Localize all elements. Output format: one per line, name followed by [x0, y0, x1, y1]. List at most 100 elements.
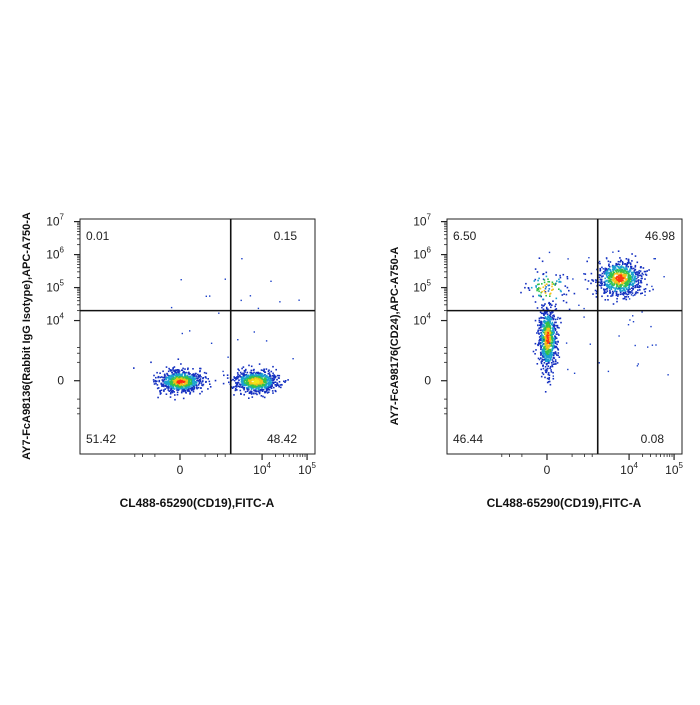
event-dot — [537, 288, 540, 291]
event-dot — [209, 383, 211, 385]
event-dot — [558, 327, 560, 329]
event-dot — [618, 283, 621, 285]
event-dot — [546, 377, 549, 380]
event-dot — [604, 283, 606, 285]
event-dot — [619, 257, 621, 259]
event-dot — [234, 387, 237, 390]
event-dot — [563, 293, 565, 295]
event-dot — [261, 378, 263, 380]
event-dot — [549, 303, 552, 305]
event-dot — [177, 369, 179, 371]
event-dot — [547, 319, 550, 322]
event-dot — [541, 333, 543, 336]
event-dot — [541, 348, 544, 351]
event-dot — [267, 382, 269, 385]
event-dot — [626, 293, 629, 296]
event-dot — [618, 278, 620, 281]
event-dot — [538, 343, 540, 345]
event-dot — [615, 280, 617, 282]
event-dot — [623, 268, 626, 270]
event-dot — [612, 280, 614, 282]
event-dot — [280, 386, 282, 389]
event-dot — [543, 356, 546, 359]
event-dot — [197, 373, 199, 376]
event-dot — [557, 316, 559, 319]
event-dot — [255, 371, 258, 374]
event-dot — [240, 384, 242, 386]
event-dot — [180, 374, 182, 376]
event-dot — [617, 260, 620, 263]
y-tick: 0 — [57, 374, 80, 388]
event-dot — [268, 369, 270, 371]
event-dot — [554, 305, 556, 308]
event-dot — [558, 356, 561, 358]
event-dot — [644, 288, 647, 290]
event-dot — [251, 396, 254, 398]
event-dot — [545, 346, 547, 349]
event-dot — [623, 280, 625, 282]
event-dot — [283, 380, 285, 383]
event-dot — [629, 288, 631, 290]
event-dot — [625, 265, 628, 267]
event-dot — [537, 329, 540, 332]
event-dot — [547, 308, 549, 311]
event-dot — [189, 377, 191, 380]
event-dot — [540, 317, 542, 319]
event-dot — [193, 388, 195, 391]
event-dot — [248, 397, 250, 399]
event-dot — [538, 338, 541, 341]
event-dot — [542, 305, 544, 307]
y-tick-exponent: 4 — [60, 312, 65, 321]
event-dot — [617, 295, 619, 297]
event-dot — [552, 375, 554, 377]
event-dot — [634, 344, 636, 347]
event-dot — [255, 376, 258, 378]
event-dot — [622, 294, 625, 296]
event-dot — [624, 277, 626, 280]
event-dot — [183, 384, 185, 387]
event-dot — [547, 341, 550, 343]
event-dot — [194, 377, 197, 379]
event-dot — [608, 274, 610, 276]
event-dot — [235, 388, 238, 391]
event-dot — [625, 279, 628, 282]
event-dot — [617, 293, 620, 296]
event-dot — [265, 386, 267, 389]
event-dot — [233, 376, 235, 378]
event-dot — [605, 291, 608, 294]
event-dot — [616, 272, 618, 274]
event-dot — [621, 290, 624, 292]
event-dot — [631, 272, 633, 274]
event-dot — [555, 308, 558, 310]
event-dot — [251, 375, 254, 378]
event-dot — [551, 345, 553, 347]
event-dot — [264, 381, 266, 383]
event-dot — [619, 293, 622, 296]
event-dot — [623, 297, 626, 300]
event-dot — [622, 279, 624, 282]
event-dot — [621, 282, 624, 285]
event-dot — [549, 319, 551, 321]
event-dot — [233, 394, 235, 396]
event-dot — [538, 327, 540, 330]
event-dot — [234, 389, 237, 392]
event-dot — [542, 350, 544, 353]
event-dot — [622, 287, 624, 289]
event-dot — [620, 274, 623, 276]
event-dot — [202, 383, 205, 386]
event-dot — [638, 274, 641, 277]
event-dot — [256, 387, 258, 389]
event-dot — [243, 374, 246, 376]
event-dot — [193, 383, 196, 385]
event-dot — [611, 283, 613, 286]
event-dot — [608, 264, 610, 267]
event-dot — [527, 287, 530, 290]
event-dot — [187, 381, 190, 383]
event-dot — [547, 322, 550, 324]
event-dot — [635, 286, 637, 288]
event-dot — [188, 383, 190, 386]
event-dot — [633, 270, 636, 272]
event-dot — [604, 271, 606, 273]
event-dot — [266, 390, 268, 392]
